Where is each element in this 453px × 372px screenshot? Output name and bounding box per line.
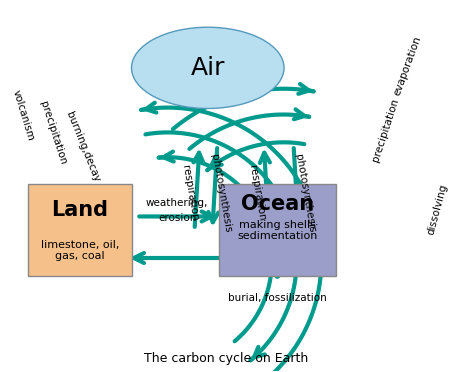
Text: volcanism: volcanism — [11, 89, 36, 142]
Text: Ocean: Ocean — [241, 195, 314, 215]
Text: precipitation: precipitation — [38, 99, 68, 166]
Text: making shells
sedimentation: making shells sedimentation — [237, 219, 318, 241]
Text: limestone, oil,
gas, coal: limestone, oil, gas, coal — [41, 240, 119, 262]
Text: photosynthesis: photosynthesis — [293, 153, 316, 233]
Text: precipitation: precipitation — [371, 97, 400, 163]
Text: respiration: respiration — [180, 164, 199, 222]
Text: Air: Air — [191, 56, 225, 80]
Text: erosion: erosion — [158, 214, 197, 224]
Text: burning,decay: burning,decay — [64, 110, 101, 184]
Text: dissolving: dissolving — [426, 183, 449, 237]
Text: The carbon cycle on Earth: The carbon cycle on Earth — [144, 352, 308, 365]
Text: burial, fossilization: burial, fossilization — [228, 293, 327, 303]
Text: photosynthesis: photosynthesis — [209, 153, 233, 233]
Text: Land: Land — [51, 200, 108, 220]
Ellipse shape — [131, 27, 284, 109]
FancyBboxPatch shape — [28, 184, 131, 276]
Text: weathering,: weathering, — [146, 198, 208, 208]
Text: evaporation: evaporation — [392, 35, 423, 97]
FancyBboxPatch shape — [219, 184, 336, 276]
Text: respiration: respiration — [247, 164, 267, 222]
